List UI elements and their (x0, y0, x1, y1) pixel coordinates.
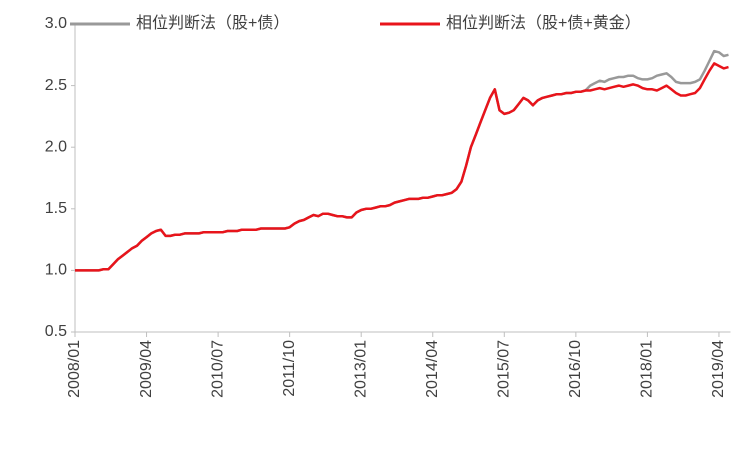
y-tick-label: 3.0 (45, 15, 67, 32)
x-tick-label: 2009/04 (138, 340, 155, 398)
y-tick-label: 2.0 (45, 138, 67, 155)
x-tick-label: 2018/01 (639, 340, 656, 398)
legend-label: 相位判断法（股+债） (136, 14, 289, 32)
x-tick-label: 2008/01 (66, 340, 83, 398)
x-tick-label: 2015/07 (496, 340, 513, 398)
y-tick-label: 1.0 (45, 262, 67, 279)
x-tick-label: 2013/01 (352, 340, 369, 398)
x-tick-label: 2016/10 (567, 340, 584, 398)
x-tick-label: 2014/04 (424, 340, 441, 398)
y-tick-label: 2.5 (45, 77, 67, 94)
x-tick-label: 2019/04 (710, 340, 727, 398)
x-tick-label: 2011/10 (281, 340, 298, 397)
x-tick-label: 2010/07 (209, 340, 226, 398)
series-line (75, 62, 729, 272)
legend-label: 相位判断法（股+债+黄金） (446, 14, 641, 32)
y-tick-label: 1.5 (45, 200, 67, 217)
y-tick-label: 0.5 (45, 323, 67, 340)
